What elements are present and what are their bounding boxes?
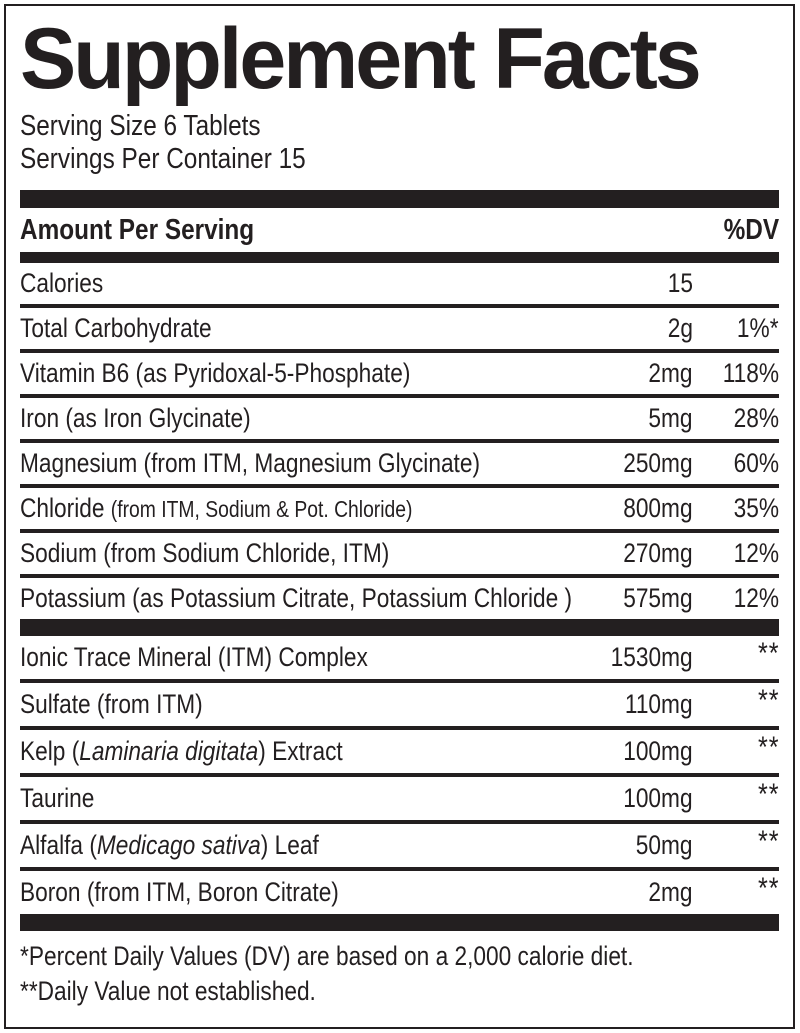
row-name: Sulfate (from ITM): [20, 689, 203, 719]
row-amount: 250mg: [623, 448, 693, 478]
row-name: Potassium (as Potassium Citrate, Potassi…: [20, 583, 573, 613]
facts-rows-main: Calories 15 Total Carbohydrate 2g 1%* Vitamin…: [20, 263, 779, 619]
row-name: Kelp (Laminaria digitata) Extract: [20, 736, 343, 766]
table-row: Kelp (Laminaria digitata) Extract 100mg **: [20, 726, 779, 773]
percent-dv-header: %DV: [723, 213, 779, 246]
row-amount: 1530mg: [611, 642, 693, 672]
table-row: Magnesium (from ITM, Magnesium Glycinate…: [20, 439, 779, 484]
footnotes: *Percent Daily Values (DV) are based on …: [20, 939, 779, 1009]
row-amount: 2mg: [648, 877, 693, 907]
row-amount: 270mg: [623, 538, 693, 568]
row-amount: 15: [667, 268, 693, 298]
row-name: Total Carbohydrate: [20, 313, 212, 343]
thick-divider-top: [20, 190, 779, 208]
row-daily-value: **: [757, 824, 779, 858]
row-daily-value: 35%: [733, 493, 779, 523]
table-row: Taurine 100mg **: [20, 773, 779, 820]
row-daily-value: **: [757, 777, 779, 811]
row-name: Sodium (from Sodium Chloride, ITM): [20, 538, 390, 568]
table-row: Alfalfa (Medicago sativa) Leaf 50mg **: [20, 820, 779, 867]
table-row: Ionic Trace Mineral (ITM) Complex 1530mg *…: [20, 636, 779, 679]
row-daily-value: 60%: [733, 448, 779, 478]
table-row: Boron (from ITM, Boron Citrate) 2mg **: [20, 867, 779, 914]
supplement-facts-label: Supplement Facts Serving Size 6 Tablets …: [4, 4, 795, 1029]
row-daily-value: 12%: [733, 538, 779, 568]
table-row: Sodium (from Sodium Chloride, ITM) 270mg 1…: [20, 529, 779, 574]
row-amount: 5mg: [648, 403, 693, 433]
amount-per-serving-header: Amount Per Serving: [20, 213, 255, 246]
row-amount: 110mg: [625, 689, 693, 719]
row-name: Chloride (from ITM, Sodium & Pot. Chlori…: [20, 493, 413, 523]
page-title: Supplement Facts: [20, 11, 702, 107]
thick-divider-middle: [20, 619, 779, 636]
row-daily-value: **: [757, 683, 779, 717]
footnote-percent-dv: *Percent Daily Values (DV) are based on …: [20, 941, 634, 971]
servings-per-container-line: Servings Per Container 15: [20, 143, 779, 176]
facts-rows-secondary: Ionic Trace Mineral (ITM) Complex 1530mg *…: [20, 636, 779, 914]
table-row: Chloride (from ITM, Sodium & Pot. Chlori…: [20, 484, 779, 529]
row-daily-value: [693, 268, 779, 299]
table-row: Calories 15: [20, 263, 779, 304]
row-name: Magnesium (from ITM, Magnesium Glycinate…: [20, 448, 481, 478]
row-amount: 50mg: [636, 830, 693, 860]
table-row: Sulfate (from ITM) 110mg **: [20, 679, 779, 726]
column-header-row: Amount Per Serving %DV: [20, 208, 779, 252]
servings-per-container-text: Servings Per Container 15: [20, 143, 306, 175]
serving-size-line: Serving Size 6 Tablets: [20, 110, 779, 143]
row-name: Calories: [20, 268, 104, 298]
table-row: Total Carbohydrate 2g 1%*: [20, 304, 779, 349]
row-daily-value: **: [757, 730, 779, 764]
row-name: Iron (as Iron Glycinate): [20, 403, 251, 433]
table-row: Vitamin B6 (as Pyridoxal-5-Phosphate) 2mg…: [20, 349, 779, 394]
row-amount: 800mg: [623, 493, 693, 523]
row-amount: 2mg: [648, 358, 693, 388]
footnote-dv-not-established: **Daily Value not established.: [20, 976, 316, 1006]
row-daily-value: 28%: [733, 403, 779, 433]
row-amount: 575mg: [623, 583, 693, 613]
row-daily-value: 12%: [733, 583, 779, 613]
row-name: Taurine: [20, 783, 95, 813]
medium-divider-header: [20, 252, 779, 263]
row-daily-value: **: [757, 636, 779, 670]
thick-divider-bottom: [20, 914, 779, 931]
row-name: Alfalfa (Medicago sativa) Leaf: [20, 830, 319, 860]
row-daily-value: 1%*: [737, 313, 779, 343]
table-row: Iron (as Iron Glycinate) 5mg 28%: [20, 394, 779, 439]
row-name: Ionic Trace Mineral (ITM) Complex: [20, 642, 368, 672]
serving-size-text: Serving Size 6 Tablets: [20, 110, 261, 142]
row-amount: 2g: [667, 313, 693, 343]
row-name: Vitamin B6 (as Pyridoxal-5-Phosphate): [20, 358, 411, 388]
table-row: Potassium (as Potassium Citrate, Potassi…: [20, 574, 779, 619]
row-daily-value: **: [757, 871, 779, 905]
row-amount: 100mg: [623, 783, 693, 813]
row-name: Boron (from ITM, Boron Citrate): [20, 877, 339, 907]
row-amount: 100mg: [623, 736, 693, 766]
row-daily-value: 118%: [722, 358, 779, 388]
